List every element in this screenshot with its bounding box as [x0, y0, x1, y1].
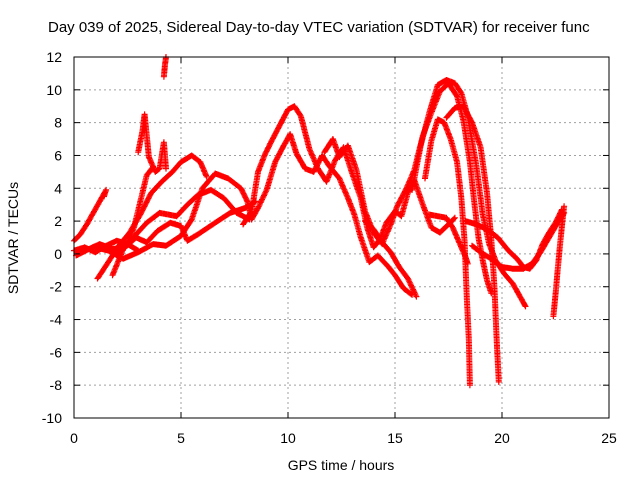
- marker-path: [362, 218, 420, 300]
- marker-path: [71, 186, 110, 244]
- series-track-r: [469, 209, 568, 272]
- y-tick-label: -6: [50, 344, 63, 360]
- y-tick-label: -10: [42, 410, 62, 426]
- series-track-n: [443, 103, 502, 385]
- y-tick-label: 2: [54, 213, 62, 229]
- x-tick-label: 25: [601, 430, 617, 446]
- marker-path: [443, 103, 502, 385]
- series-track-a: [71, 186, 110, 244]
- marker-path: [469, 209, 568, 272]
- marker-path: [550, 203, 568, 320]
- marker-path: [160, 54, 169, 80]
- x-tick-label: 20: [494, 430, 510, 446]
- y-tick-label: 10: [46, 82, 62, 98]
- y-tick-label: 0: [54, 246, 62, 262]
- marker-path: [240, 103, 458, 251]
- series-track-o: [362, 218, 420, 300]
- marker-path: [94, 152, 210, 282]
- x-axis-label: GPS time / hours: [288, 457, 395, 473]
- marks-layer: [71, 54, 568, 389]
- grid-layer: [74, 57, 609, 418]
- y-tick-label: -2: [50, 279, 63, 295]
- series-track-s: [550, 203, 568, 320]
- marker-path: [422, 116, 473, 389]
- y-tick-label: -8: [50, 377, 63, 393]
- plot-frame: [73, 56, 610, 419]
- y-tick-label: 6: [54, 147, 62, 163]
- x-tick-label: 5: [177, 430, 185, 446]
- x-tick-label: 15: [387, 430, 403, 446]
- y-tick-label: -4: [50, 312, 63, 328]
- series-track-h: [160, 54, 169, 80]
- chart-title: Day 039 of 2025, Sidereal Day-to-day VTE…: [48, 19, 590, 36]
- y-tick-label: 8: [54, 115, 62, 131]
- x-tick-label: 10: [280, 430, 296, 446]
- y-tick-label: 12: [46, 49, 62, 65]
- series-track-p: [426, 211, 471, 267]
- series-track-m: [422, 116, 473, 389]
- ticks-layer: 0 5 10 15 20 25 -10 -8 -6 -4 -2 0 2 4 6 8 10 12: [42, 49, 617, 446]
- y-tick-label: 4: [54, 180, 62, 196]
- x-tick-label: 0: [70, 430, 78, 446]
- marker-path: [109, 198, 259, 279]
- marker-path: [135, 111, 169, 175]
- marker-path: [426, 211, 471, 267]
- series-track-g: [135, 111, 169, 175]
- series-track-f: [109, 198, 259, 279]
- y-axis-label: SDTVAR / TECUs: [5, 182, 21, 294]
- series-track-j: [240, 103, 458, 251]
- series-track-d: [94, 152, 210, 282]
